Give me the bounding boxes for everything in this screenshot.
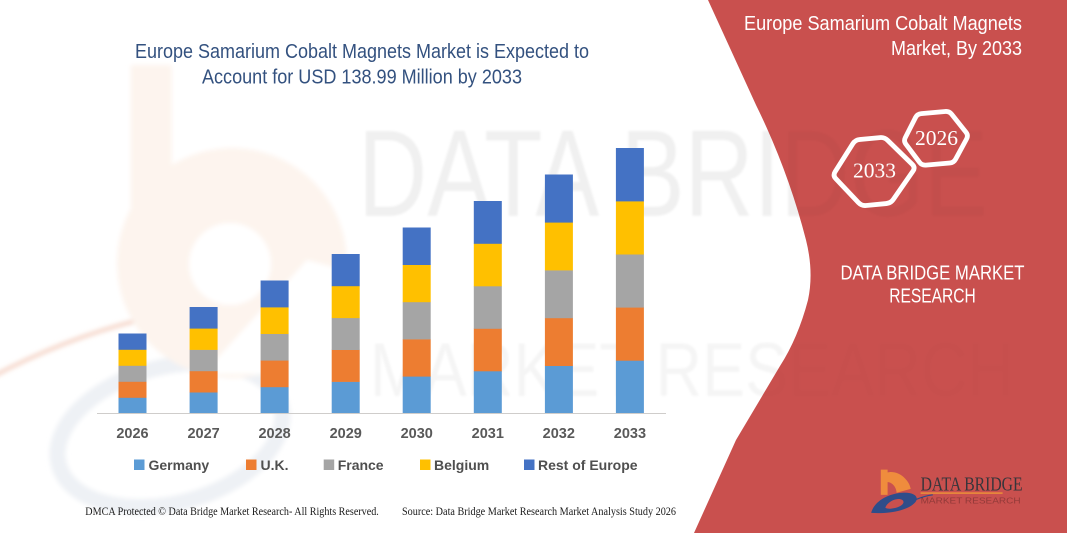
svg-text:2029: 2029	[330, 426, 362, 442]
svg-text:Account for USD 138.99 Million: Account for USD 138.99 Million by 2033	[202, 66, 522, 89]
svg-text:2026: 2026	[116, 426, 148, 442]
svg-text:2030: 2030	[401, 426, 433, 442]
svg-text:Market, By 2033: Market, By 2033	[891, 37, 1022, 60]
svg-text:Europe Samarium Cobalt Magnets: Europe Samarium Cobalt Magnets	[744, 12, 1022, 35]
svg-text:2033: 2033	[853, 159, 896, 183]
svg-text:Rest of Europe: Rest of Europe	[538, 457, 638, 473]
svg-text:2032: 2032	[543, 426, 575, 442]
svg-text:DMCA Protected © Data Bridge M: DMCA Protected © Data Bridge Market Rese…	[85, 506, 379, 518]
svg-text:Germany: Germany	[149, 457, 210, 473]
svg-text:DATA BRIDGE MARKET: DATA BRIDGE MARKET	[841, 262, 1025, 284]
svg-text:2028: 2028	[258, 426, 290, 442]
svg-text:U.K.: U.K.	[261, 457, 289, 473]
svg-text:France: France	[338, 457, 384, 473]
svg-text:2031: 2031	[472, 426, 504, 442]
svg-text:Belgium: Belgium	[434, 457, 489, 473]
svg-text:DATA BRIDGE: DATA BRIDGE	[921, 474, 1023, 496]
svg-text:RESEARCH: RESEARCH	[889, 285, 976, 307]
svg-text:2027: 2027	[187, 426, 219, 442]
svg-text:Source: Data Bridge Market Res: Source: Data Bridge Market Research Mark…	[402, 506, 676, 518]
svg-text:MARKET RESEARCH: MARKET RESEARCH	[921, 496, 1021, 506]
svg-text:2033: 2033	[614, 426, 646, 442]
svg-text:2026: 2026	[915, 126, 958, 150]
svg-text:Europe Samarium Cobalt Magnets: Europe Samarium Cobalt Magnets Market is…	[135, 40, 589, 63]
